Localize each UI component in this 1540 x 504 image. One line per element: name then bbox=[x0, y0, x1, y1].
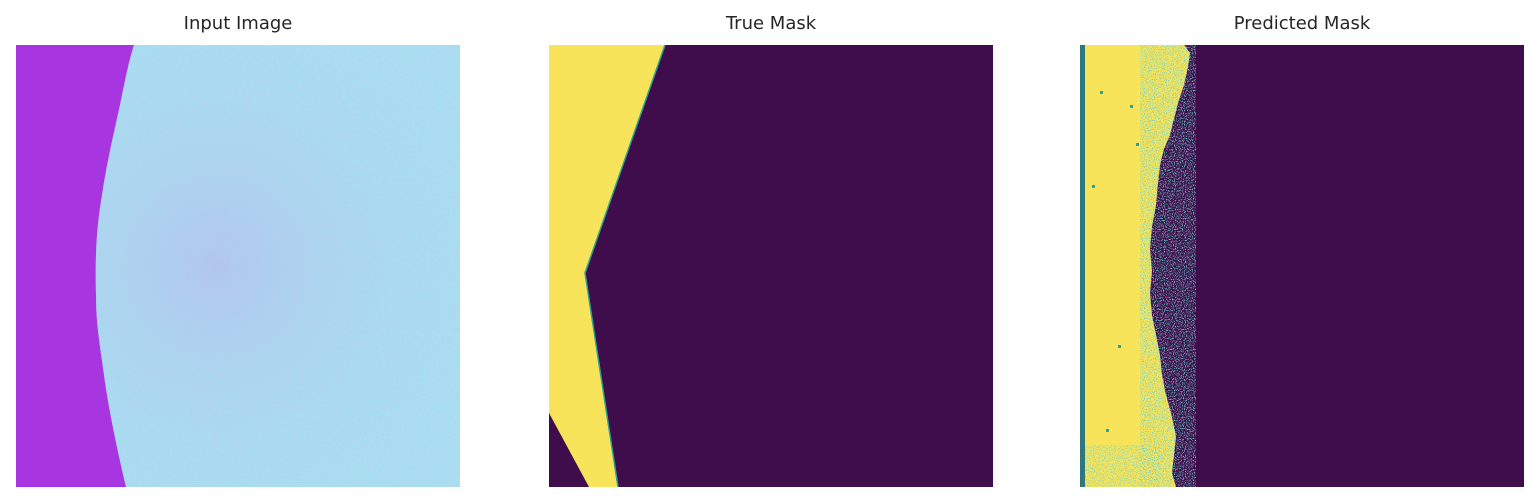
predicted-mask-specks bbox=[1092, 91, 1139, 432]
panel-predicted-mask: Predicted Mask bbox=[1080, 0, 1524, 504]
panel-title-input: Input Image bbox=[183, 13, 293, 34]
panel-title-true: True Mask bbox=[725, 13, 817, 34]
panel-true-mask: True Mask bbox=[549, 0, 993, 504]
true-mask bbox=[549, 45, 993, 487]
true-mask-svg bbox=[549, 45, 993, 487]
input-image bbox=[16, 45, 460, 487]
input-image-svg bbox=[16, 45, 460, 487]
input-tissue bbox=[95, 45, 460, 487]
predicted-mask bbox=[1080, 45, 1524, 487]
predicted-mask-left-stripe bbox=[1080, 45, 1085, 487]
predicted-mask-svg bbox=[1080, 45, 1524, 487]
panel-input-image: Input Image bbox=[16, 0, 460, 504]
true-mask-edge bbox=[584, 45, 666, 487]
predicted-mask-bottom-noise bbox=[1085, 445, 1160, 487]
predicted-mask-edge-noise bbox=[1140, 45, 1196, 487]
true-mask-foreground bbox=[549, 45, 665, 487]
panel-title-pred: Predicted Mask bbox=[1233, 13, 1371, 34]
predicted-mask-foreground bbox=[1085, 45, 1190, 487]
